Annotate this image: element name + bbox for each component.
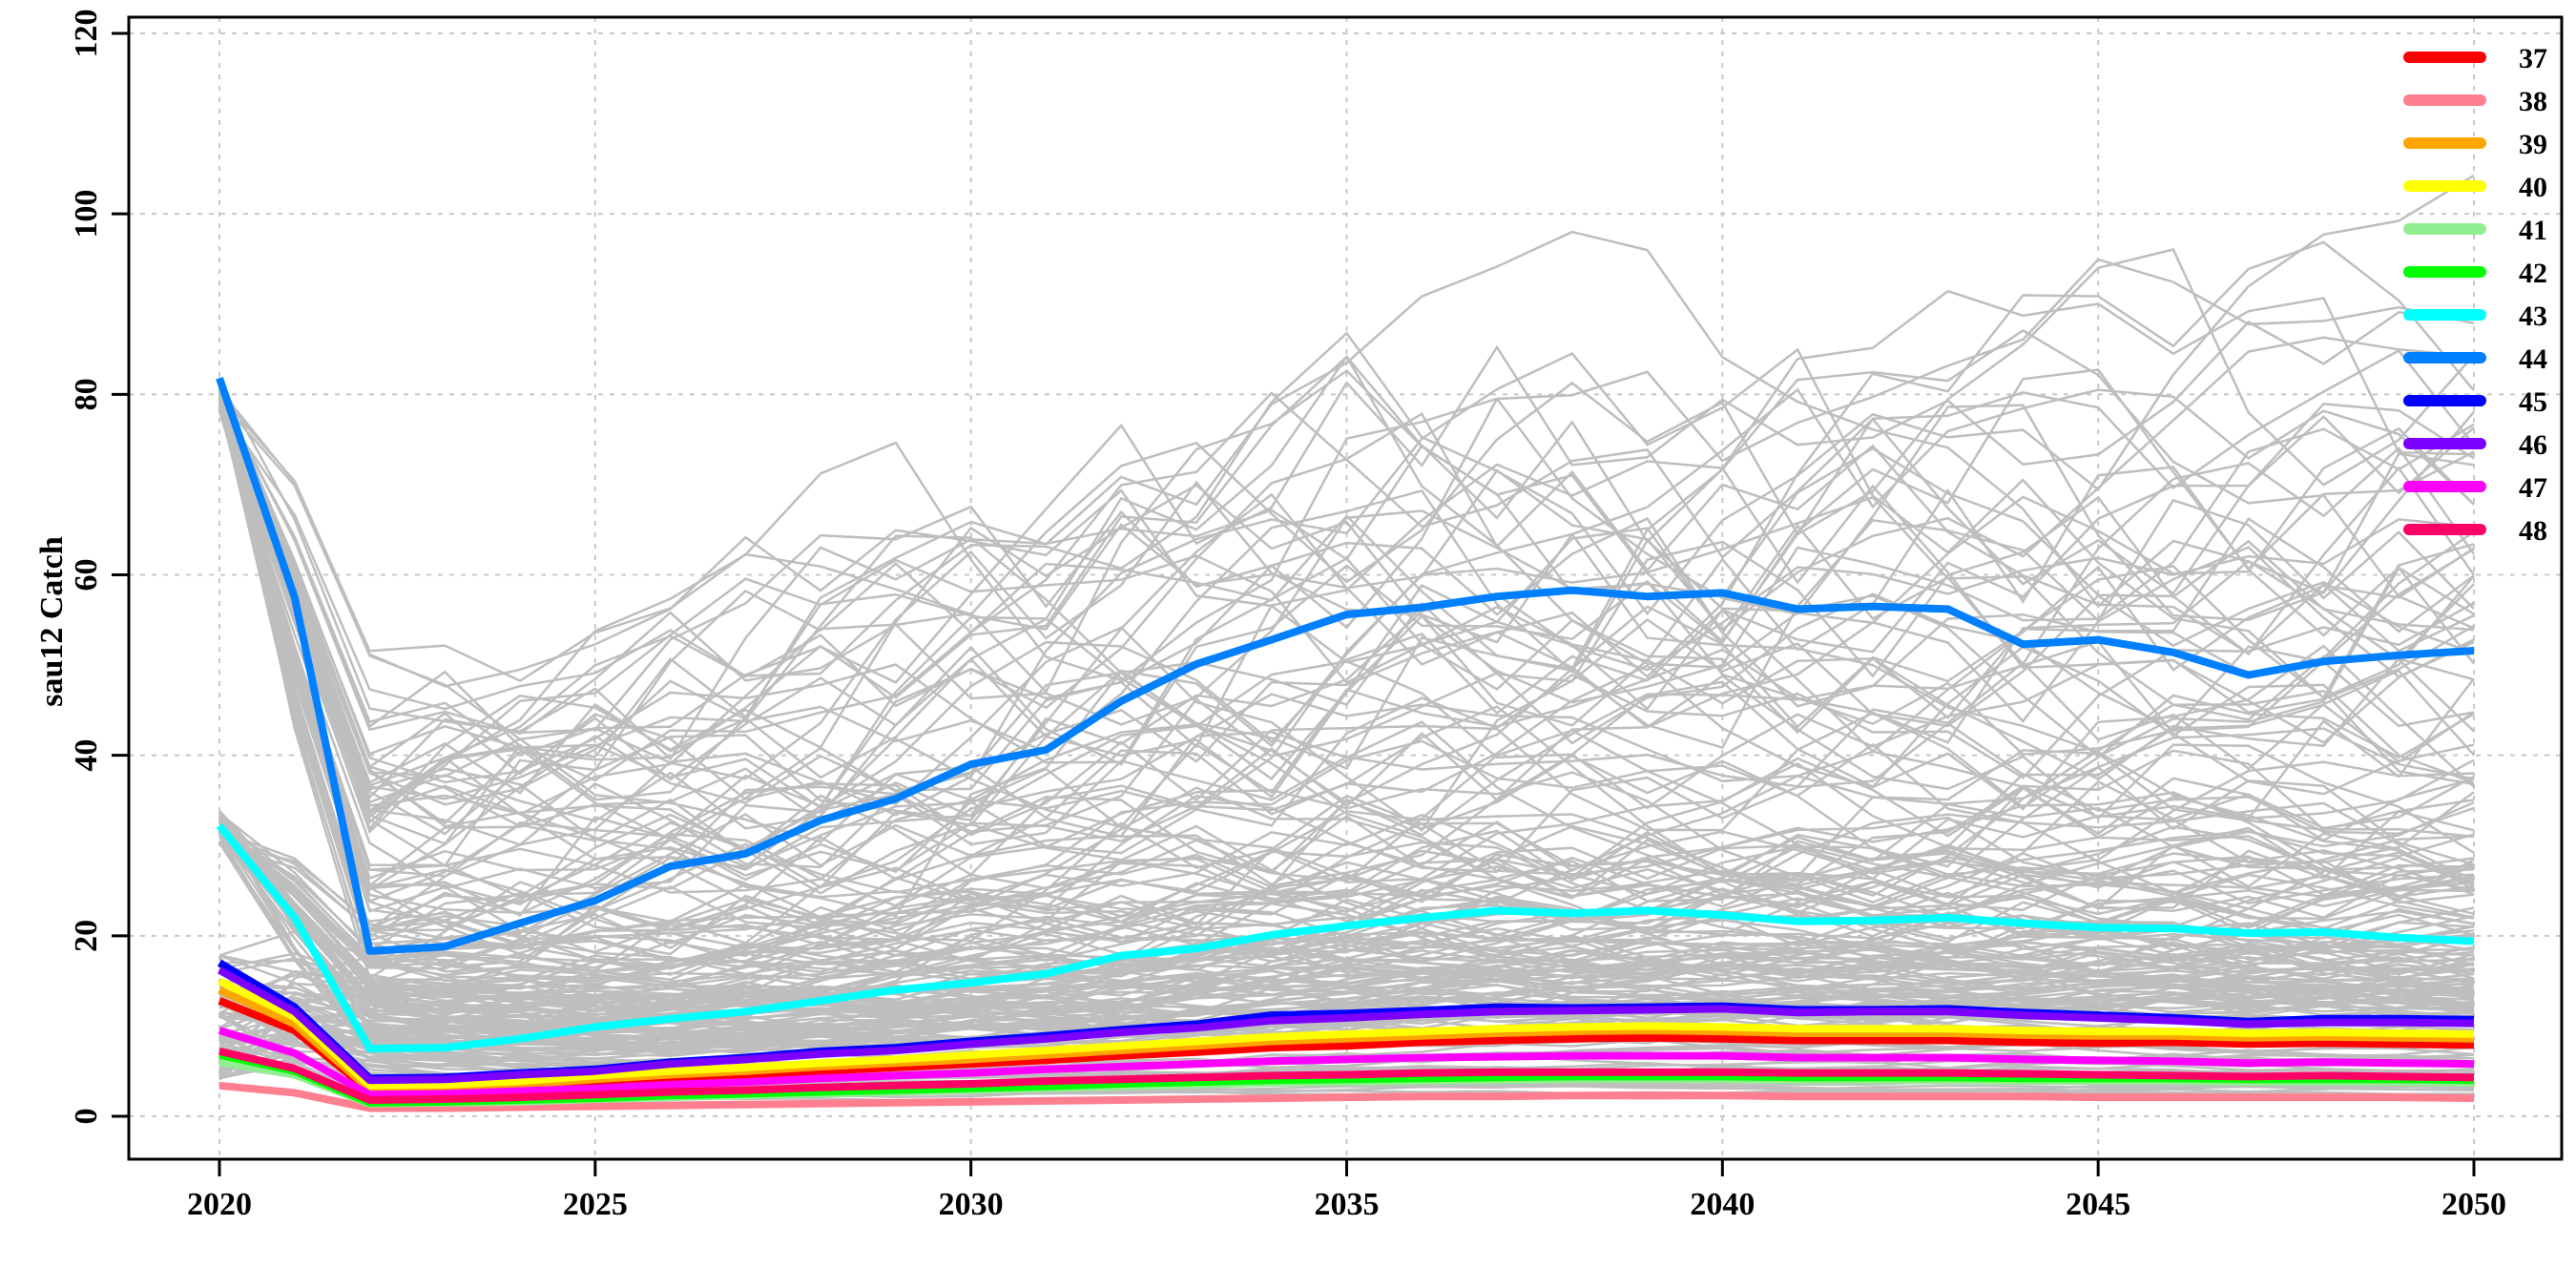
replicate-line	[218, 841, 2475, 992]
replicate-line	[218, 941, 2475, 1039]
replicate-line	[218, 387, 2475, 780]
replicate-line	[218, 404, 2475, 972]
series-line-48	[218, 1048, 2475, 1104]
replicate-line	[218, 813, 2475, 970]
series-line-44	[216, 377, 2475, 955]
replicate-line	[218, 378, 2475, 841]
replicate-line	[218, 835, 2475, 1012]
replicate-line	[218, 384, 2475, 968]
replicate-line	[218, 377, 2475, 830]
replicate-line	[218, 813, 2475, 1013]
replicate-line	[218, 406, 2475, 843]
replicate-line	[218, 401, 2475, 819]
replicate-line	[218, 821, 2475, 978]
replicate-line	[218, 379, 2475, 906]
series-line-38	[218, 1081, 2475, 1112]
replicate-line	[218, 397, 2475, 949]
legend-label-39: 39	[2519, 129, 2547, 160]
replicate-line	[218, 174, 2475, 711]
replicate-line	[218, 393, 2475, 828]
y-axis: 0 20 40 60 80 100 120	[69, 10, 131, 1125]
replicate-line	[218, 409, 2475, 890]
x-tick-label: 2040	[1690, 1187, 1755, 1222]
y-tick-label: 120	[69, 10, 104, 58]
replicate-line	[218, 817, 2475, 967]
replicate-line	[218, 347, 2475, 817]
replicate-line	[218, 822, 2475, 1016]
replicate-line	[218, 399, 2475, 688]
replicate-line	[218, 830, 2475, 979]
replicate-line	[218, 348, 2475, 825]
x-tick-label: 2035	[1315, 1187, 1380, 1222]
legend-label-41: 41	[2519, 215, 2547, 246]
replicate-line	[218, 841, 2475, 983]
y-tick-label: 40	[69, 739, 104, 772]
replicate-line	[218, 402, 2475, 977]
replicate-line	[218, 1013, 2475, 1053]
x-tick-label: 2020	[187, 1187, 252, 1222]
replicate-line	[218, 392, 2475, 968]
y-tick-label: 0	[69, 1109, 104, 1125]
legend: 37 38 39 40 41 42 43 44 45 46 47 48	[2403, 43, 2547, 547]
replicate-line	[218, 378, 2475, 904]
x-axis: 2020 2025 2030 2035 2040 2045 2050	[187, 1157, 2506, 1222]
replicate-line	[218, 407, 2475, 946]
x-tick-label: 2030	[939, 1187, 1004, 1222]
y-tick-label: 60	[69, 559, 104, 592]
replicate-line	[218, 328, 2475, 795]
replicate-line	[218, 832, 2475, 1008]
replicate-line	[218, 248, 2475, 683]
replicate-line	[218, 240, 2475, 835]
x-tick-label: 2045	[2066, 1187, 2130, 1222]
replicate-line	[218, 834, 2475, 999]
replicate-line	[218, 961, 2475, 1049]
replicate-line	[218, 392, 2475, 816]
replicate-line	[218, 394, 2475, 945]
legend-label-42: 42	[2519, 258, 2547, 289]
replicate-line	[218, 386, 2475, 868]
legend-label-37: 37	[2519, 43, 2547, 74]
legend-label-43: 43	[2519, 301, 2547, 332]
y-tick-label: 100	[69, 190, 104, 239]
replicate-line	[218, 387, 2475, 784]
y-tick-label: 20	[69, 920, 104, 952]
replicate-line	[218, 840, 2475, 987]
legend-label-47: 47	[2519, 472, 2547, 504]
legend-label-44: 44	[2519, 343, 2547, 375]
y-axis-title: sau12 Catch	[34, 536, 70, 707]
replicate-line	[218, 386, 2475, 836]
legend-label-40: 40	[2519, 172, 2547, 203]
x-tick-label: 2025	[563, 1187, 628, 1222]
replicate-line	[218, 399, 2475, 931]
replicate-line	[218, 380, 2475, 931]
legend-label-46: 46	[2519, 429, 2547, 461]
series-lines	[216, 377, 2475, 1112]
replicate-line	[218, 389, 2475, 939]
series-line-47	[218, 1027, 2475, 1099]
series-line-46	[218, 966, 2475, 1085]
y-tick-label: 80	[69, 378, 104, 410]
x-tick-label: 2050	[2441, 1187, 2506, 1222]
replicate-line	[218, 230, 2475, 806]
legend-label-48: 48	[2519, 515, 2547, 547]
series-line-40	[218, 977, 2475, 1090]
legend-label-38: 38	[2519, 86, 2547, 117]
replicate-line	[218, 380, 2475, 917]
replicate-line	[218, 368, 2475, 736]
replicate-line	[218, 258, 2475, 800]
legend-label-45: 45	[2519, 386, 2547, 418]
replicate-line	[218, 980, 2475, 1059]
replicate-line	[218, 408, 2475, 831]
series-line-43	[216, 822, 2475, 1053]
